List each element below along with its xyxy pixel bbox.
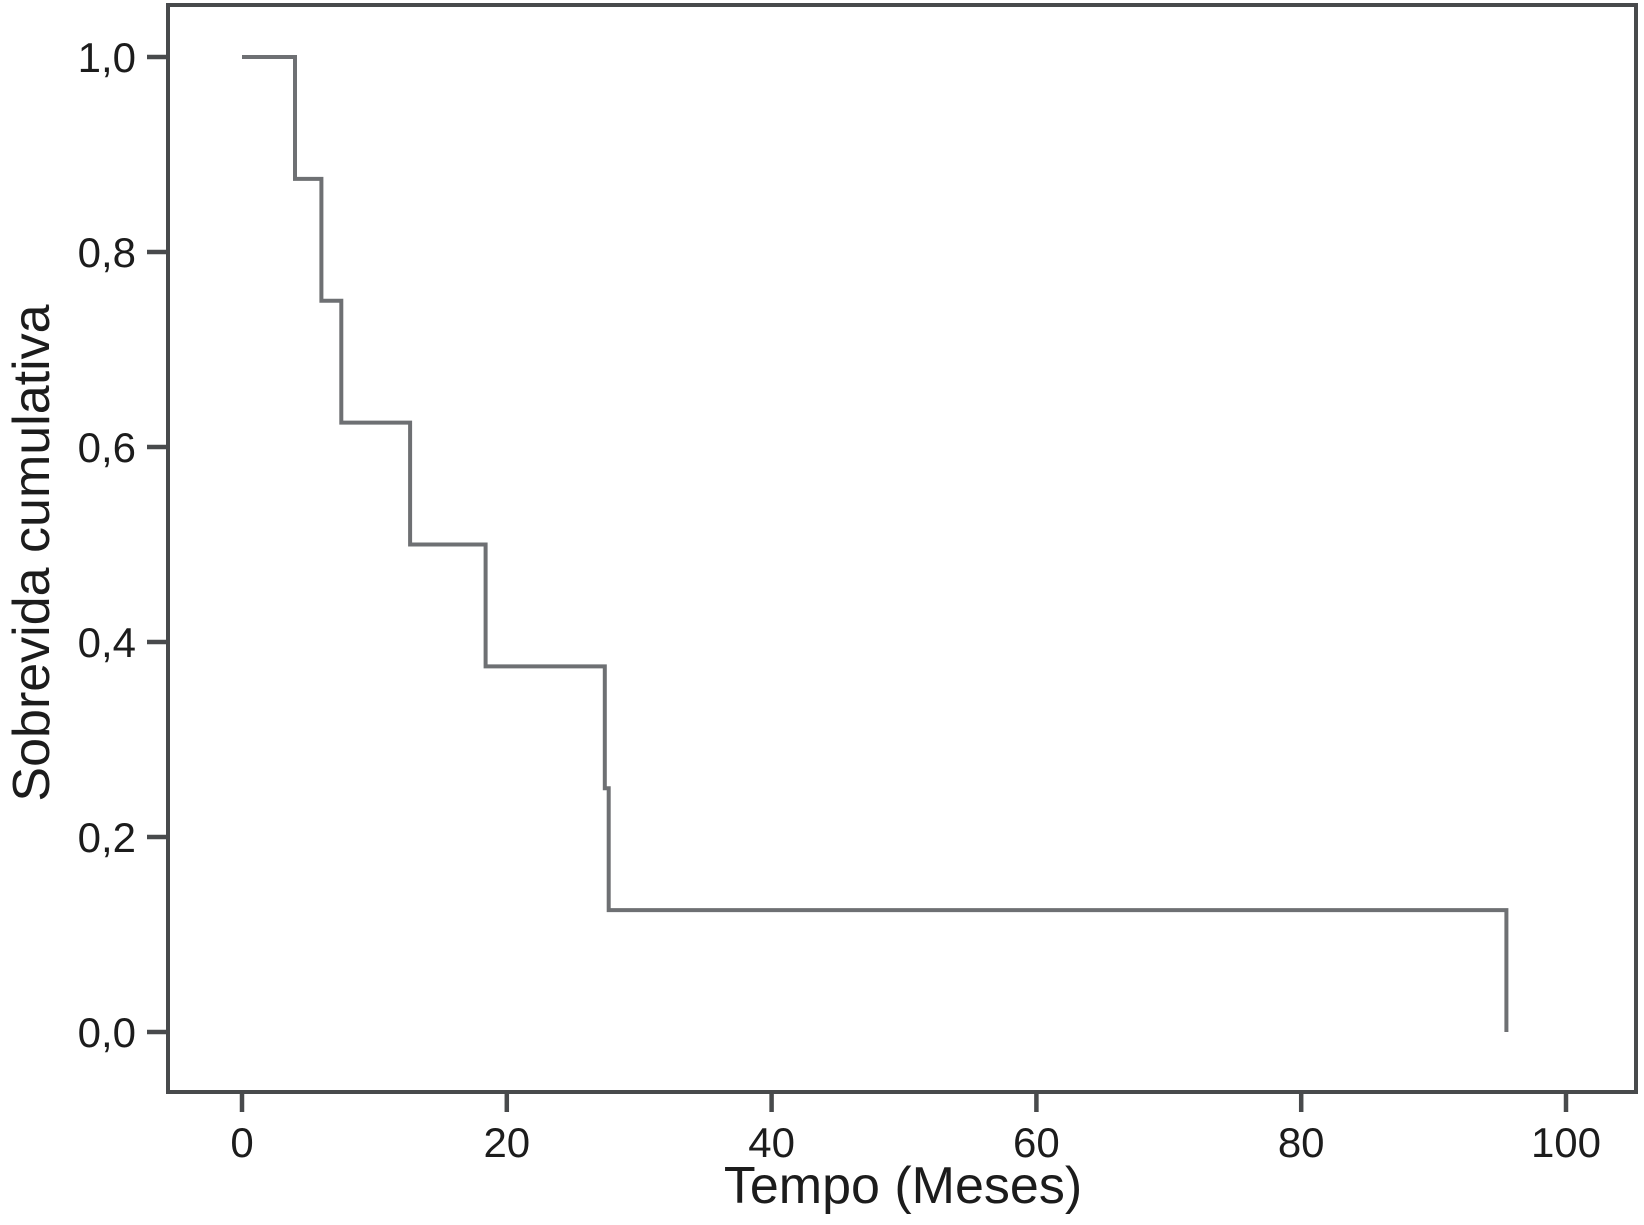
y-tick-label: 0,8 <box>78 229 136 276</box>
x-tick-label: 100 <box>1531 1119 1601 1166</box>
x-tick-label: 40 <box>748 1119 795 1166</box>
plot-border <box>166 3 1638 1094</box>
y-tick-label: 0,0 <box>78 1009 136 1056</box>
x-axis-title: Tempo (Meses) <box>723 1157 1083 1215</box>
x-tick-label: 60 <box>1013 1119 1060 1166</box>
x-tick-label: 20 <box>483 1119 530 1166</box>
y-tick-label: 0,2 <box>78 814 136 861</box>
x-tick-label: 0 <box>230 1119 253 1166</box>
y-axis-title: Sobrevida cumulativa <box>3 304 61 802</box>
survival-curve <box>242 55 1509 1032</box>
x-tick-label: 80 <box>1278 1119 1325 1166</box>
y-tick-label: 0,4 <box>78 619 136 666</box>
y-tick-label: 0,6 <box>78 424 136 471</box>
y-tick-label: 1,0 <box>78 34 136 81</box>
